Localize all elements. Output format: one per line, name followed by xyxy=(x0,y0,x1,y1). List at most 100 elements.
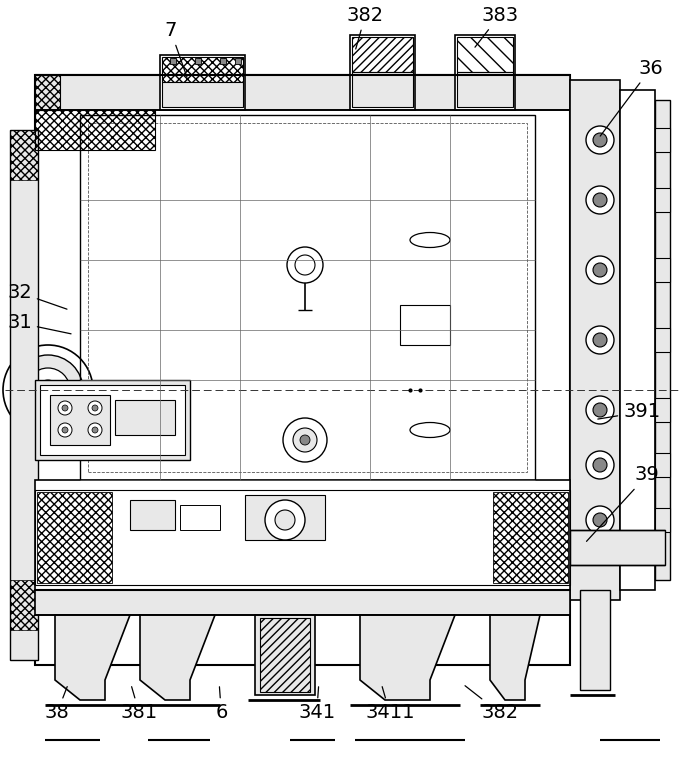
Circle shape xyxy=(586,186,614,214)
Bar xyxy=(115,400,175,435)
Circle shape xyxy=(586,451,614,479)
Circle shape xyxy=(586,256,614,284)
Circle shape xyxy=(586,126,614,154)
Circle shape xyxy=(26,368,70,412)
Bar xyxy=(35,75,60,110)
Circle shape xyxy=(58,423,72,437)
Text: 36: 36 xyxy=(600,59,663,136)
Bar xyxy=(40,385,185,455)
Bar xyxy=(10,130,38,180)
Circle shape xyxy=(3,345,93,435)
Text: 32: 32 xyxy=(7,283,67,309)
Bar xyxy=(170,58,176,64)
Bar xyxy=(457,37,513,72)
Circle shape xyxy=(586,506,614,534)
Bar xyxy=(655,453,670,477)
Bar xyxy=(162,82,243,107)
Circle shape xyxy=(593,333,607,347)
Bar xyxy=(457,72,513,107)
Circle shape xyxy=(38,380,58,400)
Circle shape xyxy=(593,458,607,472)
Bar xyxy=(162,57,243,82)
Bar xyxy=(35,490,570,585)
Bar xyxy=(35,380,190,460)
Bar xyxy=(160,55,245,110)
Bar xyxy=(570,80,620,600)
Circle shape xyxy=(300,435,310,445)
Bar xyxy=(352,72,413,107)
Bar xyxy=(493,492,568,583)
Bar xyxy=(655,258,670,282)
Circle shape xyxy=(593,403,607,417)
Text: 3411: 3411 xyxy=(365,687,415,722)
Bar xyxy=(235,58,241,64)
Circle shape xyxy=(92,405,98,411)
Text: 39: 39 xyxy=(587,465,660,541)
Ellipse shape xyxy=(410,233,450,248)
Text: 391: 391 xyxy=(598,403,661,421)
Bar xyxy=(35,590,570,615)
Circle shape xyxy=(287,247,323,283)
Text: 383: 383 xyxy=(475,6,519,47)
Bar xyxy=(655,128,670,152)
Bar xyxy=(35,75,570,665)
Bar xyxy=(35,75,570,110)
Circle shape xyxy=(265,500,305,540)
Circle shape xyxy=(88,423,102,437)
Bar xyxy=(655,100,670,580)
Bar xyxy=(180,505,220,530)
Polygon shape xyxy=(140,615,215,700)
Circle shape xyxy=(593,513,607,527)
Circle shape xyxy=(62,427,68,433)
Text: 31: 31 xyxy=(7,313,71,334)
Text: 38: 38 xyxy=(45,686,70,722)
Bar xyxy=(570,530,665,565)
Bar xyxy=(80,115,535,480)
Circle shape xyxy=(283,418,327,462)
Text: 6: 6 xyxy=(215,687,228,722)
Bar xyxy=(655,508,670,532)
Circle shape xyxy=(275,510,295,530)
Bar xyxy=(35,110,155,150)
Bar xyxy=(655,188,670,212)
Bar xyxy=(245,495,325,540)
Bar xyxy=(10,580,38,630)
Polygon shape xyxy=(55,615,130,700)
Bar xyxy=(655,328,670,352)
Circle shape xyxy=(586,396,614,424)
Bar xyxy=(260,618,310,692)
Bar xyxy=(455,35,515,110)
Circle shape xyxy=(92,427,98,433)
Circle shape xyxy=(13,355,83,425)
Bar xyxy=(88,123,527,472)
Text: 382: 382 xyxy=(347,6,384,49)
Bar xyxy=(580,590,610,690)
Bar xyxy=(352,37,413,72)
Text: 382: 382 xyxy=(465,686,519,722)
Circle shape xyxy=(293,428,317,452)
Bar xyxy=(350,35,415,110)
Bar xyxy=(220,58,226,64)
Circle shape xyxy=(62,405,68,411)
Bar xyxy=(35,480,570,590)
Bar xyxy=(10,130,38,660)
Bar xyxy=(620,90,655,590)
Bar xyxy=(37,492,112,583)
Bar xyxy=(400,305,450,345)
Circle shape xyxy=(58,401,72,415)
Circle shape xyxy=(593,263,607,277)
Circle shape xyxy=(88,401,102,415)
Bar xyxy=(195,58,201,64)
Bar xyxy=(50,395,110,445)
Ellipse shape xyxy=(410,423,450,438)
Circle shape xyxy=(586,326,614,354)
Bar xyxy=(130,500,175,530)
Bar xyxy=(655,398,670,422)
Polygon shape xyxy=(360,615,455,700)
Text: 381: 381 xyxy=(120,687,158,722)
Text: 7: 7 xyxy=(164,21,187,78)
Circle shape xyxy=(593,193,607,207)
Bar xyxy=(255,615,315,695)
Text: 341: 341 xyxy=(298,687,335,722)
Circle shape xyxy=(593,133,607,147)
